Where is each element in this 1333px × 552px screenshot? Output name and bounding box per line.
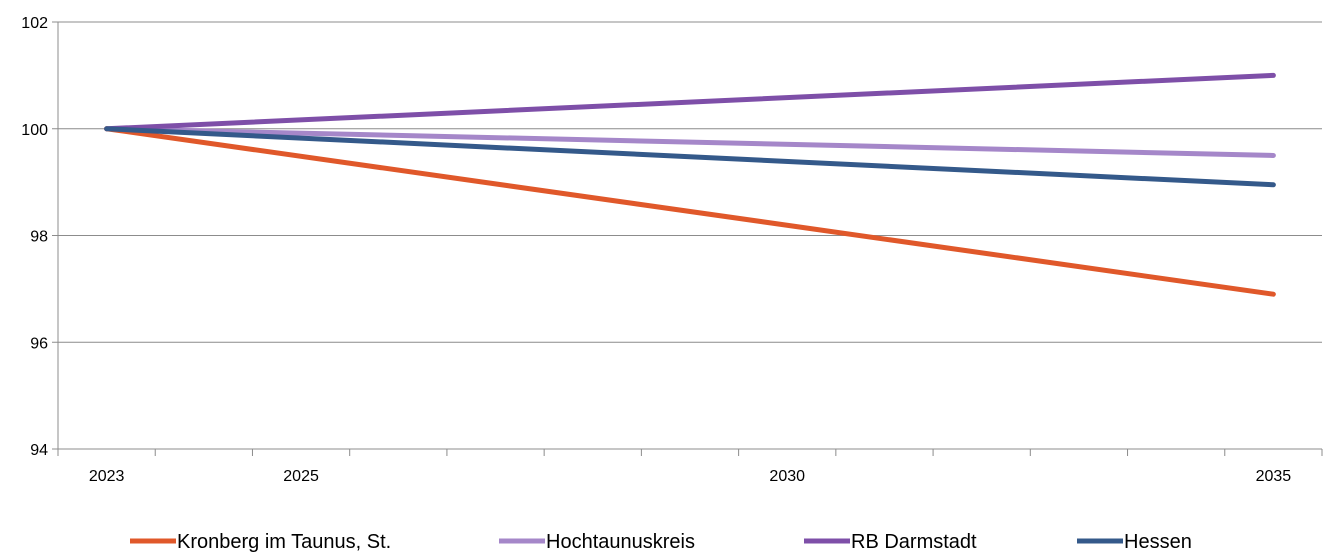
- series-line-kronberg-im-taunus-st: [104, 126, 1276, 297]
- x-tick-label: 2030: [769, 468, 805, 485]
- series-line-rb-darmstadt: [104, 72, 1276, 132]
- y-tick-label: 100: [21, 122, 48, 139]
- y-tick-label: 94: [30, 442, 48, 459]
- legend-label: Hochtaunuskreis: [546, 531, 695, 552]
- axes: [52, 21, 1323, 456]
- x-tick-label: 2023: [89, 468, 125, 485]
- series-lines: [104, 72, 1276, 297]
- y-tick-label: 98: [30, 229, 48, 246]
- legend-label: Kronberg im Taunus, St.: [177, 531, 391, 552]
- y-axis-tick-labels: 94 96 98 100 102: [21, 15, 48, 459]
- x-axis-tick-labels: 2023 2025 2030 2035: [89, 468, 1291, 485]
- grid: [58, 21, 1322, 343]
- legend-label: RB Darmstadt: [851, 531, 977, 552]
- legend: Kronberg im Taunus, St. Hochtaunuskreis RB…: [130, 531, 1192, 552]
- x-tick-label: 2025: [283, 468, 319, 485]
- y-tick-label: 96: [30, 335, 48, 352]
- series-line-hochtaunuskreis: [104, 126, 1276, 158]
- legend-label: Hessen: [1124, 531, 1192, 552]
- series-line-hessen: [104, 126, 1276, 188]
- x-tick-label: 2035: [1256, 468, 1292, 485]
- y-tick-label: 102: [21, 15, 48, 32]
